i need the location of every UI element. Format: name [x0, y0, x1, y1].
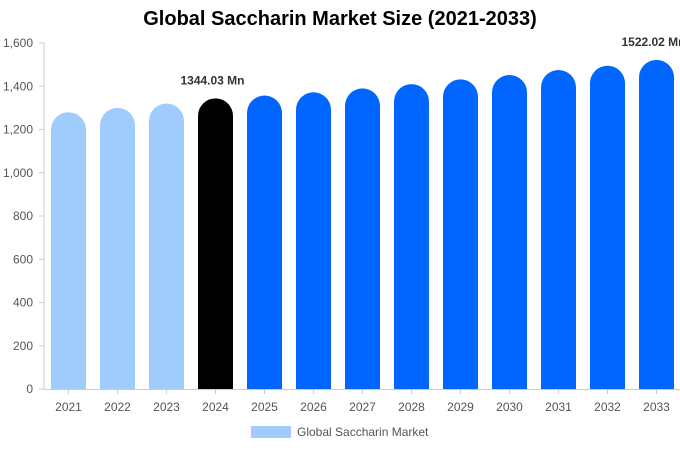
x-tick-label: 2028: [398, 400, 425, 414]
x-tick-label: 2022: [104, 400, 131, 414]
bar-2025[interactable]: [247, 95, 282, 389]
data-label: 1344.03 Mn: [180, 73, 244, 87]
data-label: 1522.02 Mn: [621, 35, 680, 49]
bar-2029[interactable]: [443, 79, 478, 389]
y-tick-label: 400: [13, 296, 33, 310]
bar-2032[interactable]: [590, 65, 625, 390]
x-tick-label: 2026: [300, 400, 327, 414]
bar-2030[interactable]: [492, 75, 527, 389]
legend[interactable]: Global Saccharin Market: [251, 425, 428, 439]
y-tick-label: 1,400: [3, 79, 33, 93]
bar-2031[interactable]: [541, 70, 576, 389]
x-tick-label: 2033: [643, 400, 670, 414]
y-tick-label: 1,000: [3, 166, 33, 180]
legend-swatch: [251, 426, 291, 438]
legend-label: Global Saccharin Market: [297, 425, 429, 439]
x-tick-label: 2030: [496, 400, 523, 414]
chart-title: Global Saccharin Market Size (2021-2033): [143, 8, 537, 30]
bar-2027[interactable]: [345, 88, 380, 389]
bar-2024[interactable]: [198, 98, 233, 389]
bar-2021[interactable]: [51, 112, 86, 389]
x-tick-label: 2024: [202, 400, 229, 414]
bar-2022[interactable]: [100, 107, 135, 389]
y-tick-label: 200: [13, 339, 33, 353]
x-tick-label: 2031: [545, 400, 572, 414]
y-tick-label: 1,200: [3, 123, 33, 137]
x-tick-label: 2032: [594, 400, 621, 414]
x-tick-label: 2023: [153, 400, 180, 414]
x-tick-label: 2029: [447, 400, 474, 414]
y-tick-label: 1,600: [3, 36, 33, 50]
y-tick-label: 600: [13, 252, 33, 266]
bar-2026[interactable]: [296, 92, 331, 390]
x-tick-label: 2025: [251, 400, 278, 414]
bar-2028[interactable]: [394, 84, 429, 389]
bar-2023[interactable]: [149, 103, 184, 390]
y-tick-label: 0: [26, 382, 33, 396]
x-tick-label: 2021: [55, 400, 82, 414]
y-tick-label: 800: [13, 209, 33, 223]
x-tick-label: 2027: [349, 400, 376, 414]
bar-2033[interactable]: [639, 59, 674, 389]
